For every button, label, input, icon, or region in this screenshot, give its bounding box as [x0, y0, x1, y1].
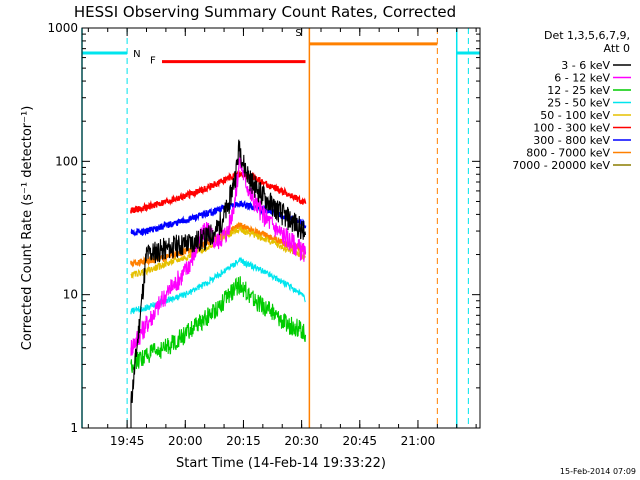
annotation-label-F: F [150, 56, 156, 67]
series-line-100-300-keV [130, 169, 307, 214]
annotation-label-S: S [295, 28, 301, 39]
footer-date: 15-Feb-2014 07:09 [560, 467, 636, 476]
x-tick-label: 20:15 [226, 434, 261, 448]
x-tick-label: 20:30 [284, 434, 319, 448]
y-tick-label: 1 [70, 421, 78, 435]
x-tick-label: 20:45 [342, 434, 377, 448]
legend-label: 800 - 7000 keV [526, 147, 610, 160]
plot-frame [81, 27, 481, 429]
y-axis-label: Corrected Count Rate (s⁻¹ detector⁻¹) [20, 106, 35, 351]
legend-label: 100 - 300 keV [533, 122, 610, 135]
legend-label: 25 - 50 keV [547, 97, 610, 110]
y-axis: 1 10 100 1000 [47, 21, 480, 435]
y-tick-label: 100 [55, 154, 78, 168]
legend-header-line-2: Att 0 [604, 42, 630, 55]
legend-label: 12 - 25 keV [547, 84, 610, 97]
legend-label: 300 - 800 keV [533, 134, 610, 147]
legend-label: 50 - 100 keV [540, 109, 610, 122]
x-tick-label: 20:00 [168, 434, 203, 448]
annotation-label-N: N [133, 49, 140, 60]
chart-title: HESSI Observing Summary Count Rates, Cor… [74, 3, 456, 21]
plot-area: NF S [81, 28, 480, 428]
x-axis-label: Start Time (14-Feb-14 19:33:22) [176, 456, 386, 471]
legend-label: 6 - 12 keV [554, 72, 610, 85]
x-axis: 19:45 20:00 20:15 20:30 20:45 21:00 [87, 28, 477, 448]
series-line-25-50-keV [130, 256, 306, 315]
x-tick-label: 19:45 [110, 434, 145, 448]
y-tick-label: 10 [63, 288, 78, 302]
series-line-3-6-keV [130, 139, 307, 428]
series-line-6-12-keV [130, 150, 307, 356]
x-tick-label: 21:00 [401, 434, 436, 448]
legend-label: 7000 - 20000 keV [512, 159, 610, 172]
legend-header-line-1: Det 1,3,5,6,7,9, [544, 29, 630, 42]
y-tick-label: 1000 [47, 21, 78, 35]
legend-label: 3 - 6 keV [561, 59, 610, 72]
series-line-12-25-keV [130, 276, 307, 373]
